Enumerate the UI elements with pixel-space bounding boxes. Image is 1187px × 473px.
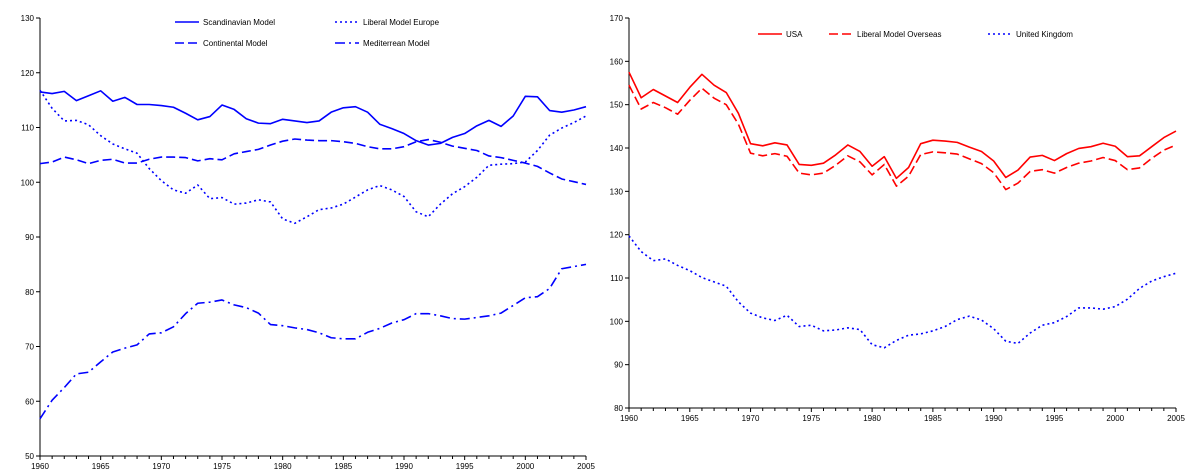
- x-tick-label: 1995: [1046, 414, 1064, 423]
- y-tick-label: 60: [25, 397, 34, 406]
- series-line-scandinavian-model: [39, 90, 587, 146]
- x-tick-label: 1970: [742, 414, 760, 423]
- legend-label: Scandinavian Model: [203, 18, 275, 27]
- x-tick-label: 1980: [863, 414, 881, 423]
- y-tick-label: 130: [21, 14, 35, 23]
- y-tick-label: 90: [614, 361, 623, 370]
- chart-1: 50 60 70 80 90 100 110 120 130 1960 1965 1970 1975 19…: [21, 14, 596, 471]
- y-tick-label: 140: [610, 144, 624, 153]
- series-line-liberal-model-overseas: [628, 84, 1177, 191]
- legend-label: United Kingdom: [1016, 30, 1073, 39]
- x-tick-label: 1985: [924, 414, 942, 423]
- x-tick-label: 1975: [213, 462, 231, 471]
- legend-label: Continental Model: [203, 39, 268, 48]
- legend: Scandinavian Model Liberal Model Europe Co…: [175, 18, 440, 48]
- x-tick-label: 1960: [31, 462, 49, 471]
- y-tick-label: 50: [25, 452, 34, 461]
- y-tick-label: 100: [21, 178, 35, 187]
- y-tick-label: 130: [610, 187, 624, 196]
- series-line-united-kingdom: [628, 235, 1177, 349]
- x-tick-label: 1990: [395, 462, 413, 471]
- y-tick-label: 120: [610, 231, 624, 240]
- x-tick-label: 1990: [985, 414, 1003, 423]
- y-tick-label: 110: [610, 274, 623, 283]
- chart-2: 80 90 100 110 120 130 140 150 160 170 1960 1965 1970…: [610, 14, 1186, 423]
- y-tick-label: 170: [610, 14, 624, 23]
- legend-label: Liberal Model Overseas: [857, 30, 941, 39]
- y-tick-label: 80: [25, 288, 34, 297]
- x-tick-label: 2000: [1106, 414, 1124, 423]
- series-line-liberal-model-europe: [39, 89, 587, 225]
- x-tick-label: 1975: [802, 414, 820, 423]
- x-tick-label: 2005: [577, 462, 595, 471]
- x-tick-label: 1995: [456, 462, 474, 471]
- legend-label: Liberal Model Europe: [363, 18, 440, 27]
- x-tick-label: 1960: [620, 414, 638, 423]
- x-tick-label: 1980: [274, 462, 292, 471]
- series-line-usa: [628, 71, 1177, 180]
- y-tick-label: 100: [610, 317, 624, 326]
- y-tick-label: 70: [25, 343, 34, 352]
- legend: USA Liberal Model Overseas United Kingdom: [758, 30, 1073, 39]
- y-tick-label: 110: [21, 124, 34, 133]
- y-tick-label: 80: [614, 404, 623, 413]
- y-tick-label: 90: [25, 233, 34, 242]
- x-tick-label: 1970: [152, 462, 170, 471]
- legend-label: USA: [786, 30, 803, 39]
- x-tick-label: 2005: [1167, 414, 1185, 423]
- legend-label: Mediterrean Model: [363, 39, 430, 48]
- x-tick-label: 2000: [516, 462, 534, 471]
- series-line-continental-model: [39, 138, 587, 186]
- series-line-mediterrean-model: [39, 263, 587, 420]
- y-tick-label: 150: [610, 101, 624, 110]
- x-tick-label: 1965: [92, 462, 110, 471]
- x-tick-label: 1985: [334, 462, 352, 471]
- y-tick-label: 160: [610, 57, 624, 66]
- y-tick-label: 120: [21, 69, 35, 78]
- x-tick-label: 1965: [681, 414, 699, 423]
